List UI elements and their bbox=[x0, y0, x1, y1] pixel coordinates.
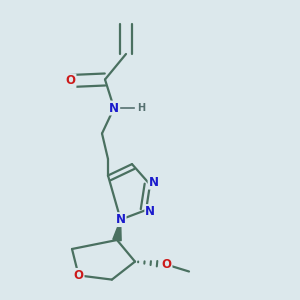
Text: H: H bbox=[137, 103, 145, 113]
Text: N: N bbox=[116, 213, 126, 226]
Text: N: N bbox=[109, 101, 119, 115]
Text: N: N bbox=[148, 176, 159, 189]
Text: O: O bbox=[65, 74, 76, 88]
Text: N: N bbox=[145, 205, 155, 218]
Polygon shape bbox=[113, 220, 121, 241]
Text: O: O bbox=[74, 269, 84, 282]
Text: O: O bbox=[161, 258, 172, 271]
